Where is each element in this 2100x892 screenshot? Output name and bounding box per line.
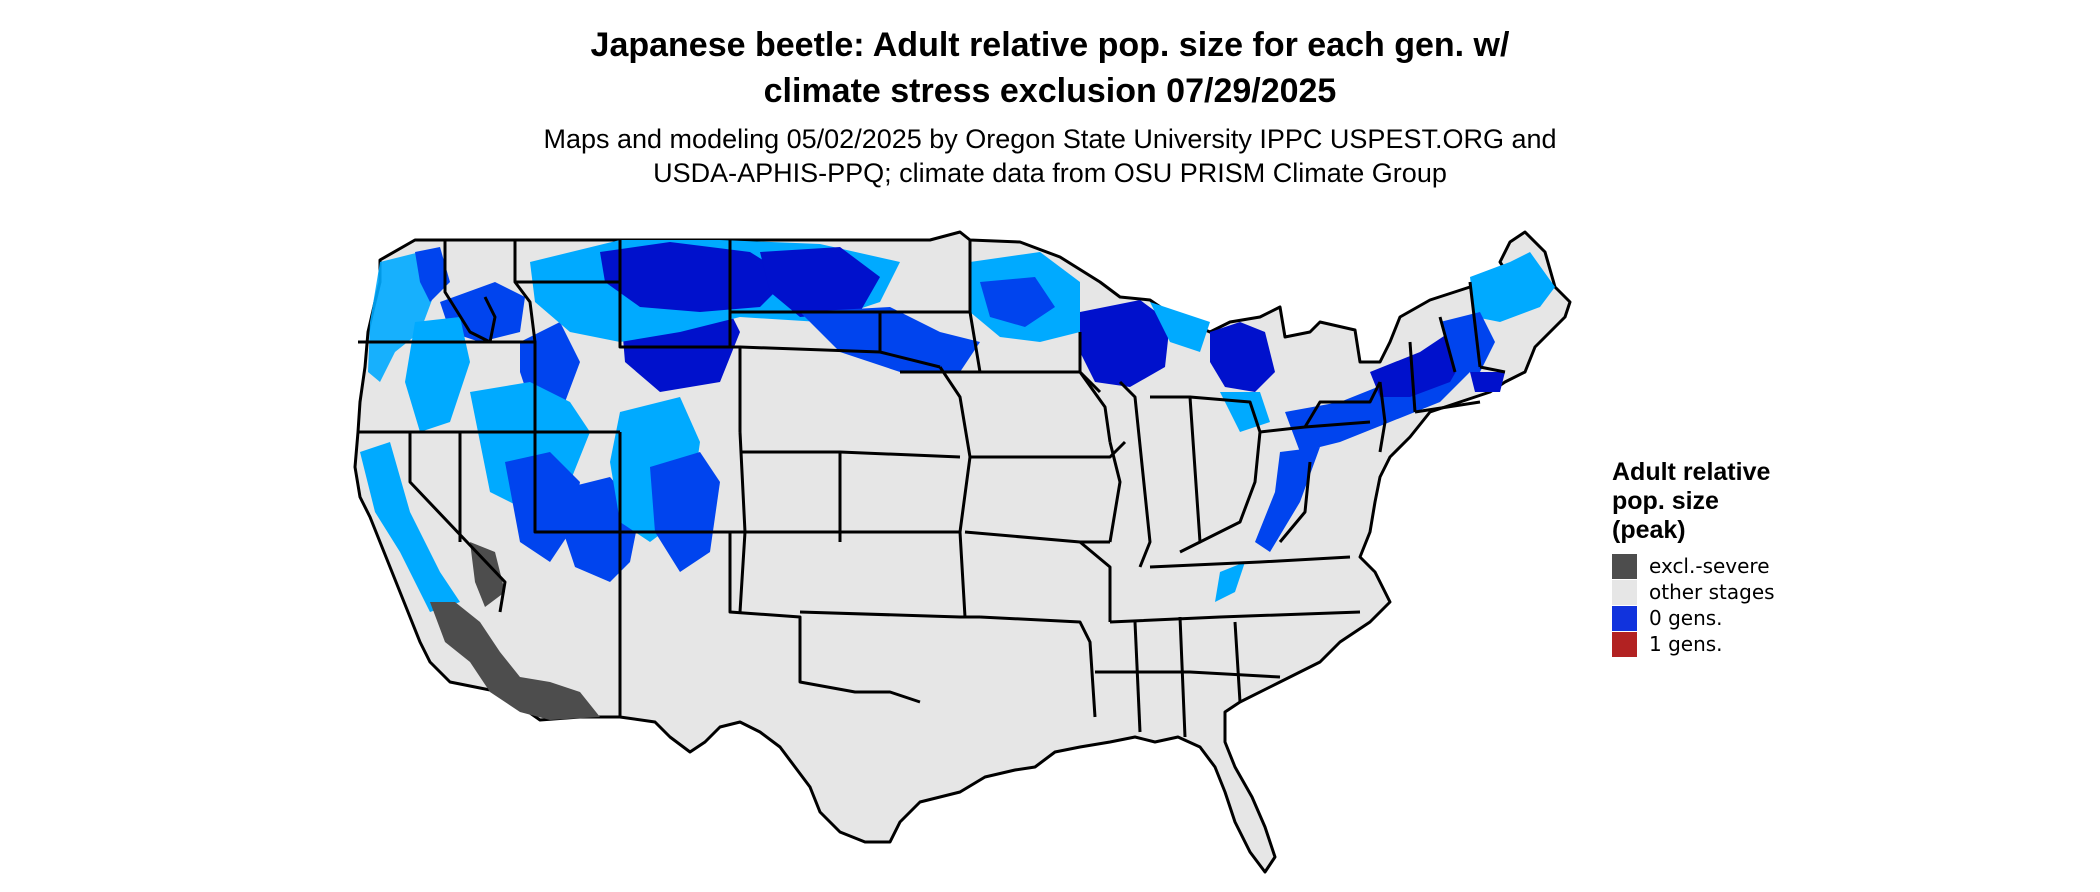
map-legend: Adult relative pop. size (peak) excl.-se… [1612, 458, 1872, 657]
state-borders [358, 240, 1506, 738]
map-title: Japanese beetle: Adult relative pop. siz… [360, 22, 1740, 114]
legend-item-excl-severe: excl.-severe [1612, 553, 1872, 579]
legend-swatch [1612, 553, 1637, 579]
legend-item-0-gens: 0 gens. [1612, 605, 1872, 631]
legend-label: 0 gens. [1649, 606, 1723, 630]
map-title-line1: Japanese beetle: Adult relative pop. siz… [590, 26, 1510, 64]
legend-swatch [1612, 579, 1637, 605]
legend-swatch [1612, 605, 1637, 631]
area-0-gens [760, 247, 880, 317]
map-subtitle-line1: Maps and modeling 05/02/2025 by Oregon S… [543, 124, 1557, 154]
legend-title-line3: (peak) [1612, 516, 1686, 544]
area-0-gens [1440, 312, 1495, 372]
area-0-gens [405, 317, 470, 432]
legend-title-line1: Adult relative [1612, 458, 1771, 486]
area-0-gens [650, 452, 720, 572]
suitability-areas [360, 240, 1555, 612]
area-0-gens [1370, 332, 1470, 397]
area-0-gens [368, 252, 435, 382]
legend-label: other stages [1649, 580, 1775, 604]
area-0-gens [1210, 322, 1275, 392]
area-0-gens [1255, 447, 1320, 552]
us-map [353, 230, 1572, 874]
legend-label: excl.-severe [1649, 554, 1770, 578]
area-0-gens [1215, 562, 1245, 602]
area-0-gens [415, 247, 450, 302]
legend-item-1-gens: 1 gens. [1612, 631, 1872, 657]
area-0-gens [980, 277, 1055, 327]
legend-item-other-stages: other stages [1612, 579, 1872, 605]
legend-swatch [1612, 631, 1637, 657]
legend-title: Adult relative pop. size (peak) [1612, 458, 1872, 545]
map-title-line2: climate stress exclusion 07/29/2025 [763, 72, 1337, 110]
legend-title-line2: pop. size [1612, 487, 1719, 515]
area-excl-severe [430, 602, 600, 720]
area-0-gens [1470, 372, 1505, 392]
area-0-gens [1470, 252, 1555, 322]
area-0-gens [360, 442, 460, 612]
area-0-gens [600, 242, 790, 312]
area-0-gens [1080, 300, 1170, 387]
area-0-gens [800, 307, 980, 372]
map-subtitle: Maps and modeling 05/02/2025 by Oregon S… [360, 122, 1740, 190]
area-excl-severe [470, 542, 505, 607]
area-0-gens [1150, 302, 1210, 352]
map-subtitle-line2: USDA-APHIS-PPQ; climate data from OSU PR… [653, 158, 1447, 188]
legend-label: 1 gens. [1649, 632, 1723, 656]
area-0-gens [505, 452, 580, 562]
